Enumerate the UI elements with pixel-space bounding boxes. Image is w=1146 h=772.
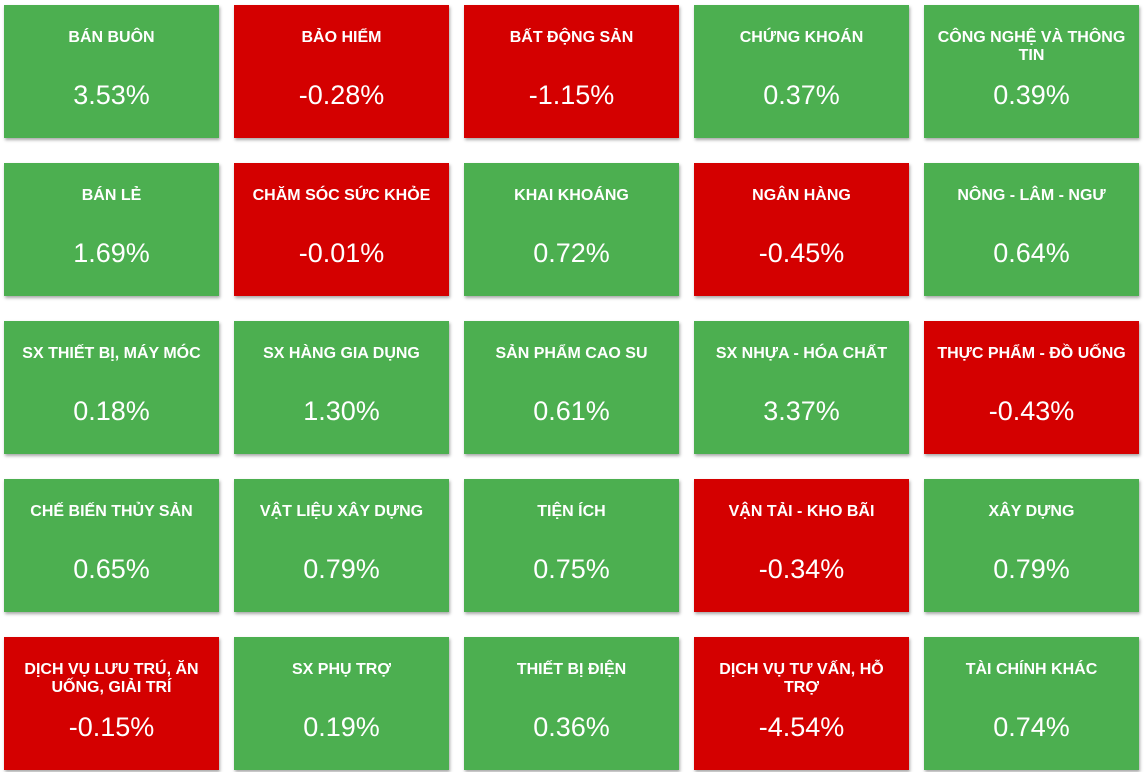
sector-change: 0.37% [763, 80, 840, 110]
sector-change: 0.19% [303, 712, 380, 742]
sector-tile[interactable]: TIỆN ÍCH 0.75% [464, 479, 679, 612]
sector-tile[interactable]: CHỨNG KHOÁN 0.37% [694, 5, 909, 138]
sector-tile[interactable]: VẬT LIỆU XÂY DỰNG 0.79% [234, 479, 449, 612]
sector-change: -0.28% [298, 80, 385, 110]
sector-change: 0.39% [993, 80, 1070, 110]
sector-name: SẢN PHẨM CAO SU [495, 345, 648, 362]
sector-name: NÔNG - LÂM - NGƯ [957, 187, 1106, 204]
sector-tile[interactable]: SX HÀNG GIA DỤNG 1.30% [234, 321, 449, 454]
sector-tile[interactable]: XÂY DỰNG 0.79% [924, 479, 1139, 612]
sector-tile[interactable]: SX PHỤ TRỢ 0.19% [234, 637, 449, 770]
sector-change: 0.18% [73, 396, 150, 426]
sector-change: 0.75% [533, 554, 610, 584]
sector-name: DỊCH VỤ TƯ VẤN, HỖ TRỢ [719, 661, 884, 696]
sector-change: -0.43% [988, 396, 1075, 426]
sector-name: XÂY DỰNG [988, 503, 1075, 520]
sector-name: BẢO HIỂM [301, 29, 382, 46]
sector-name: CHẾ BIẾN THỦY SẢN [30, 503, 193, 520]
sector-change: 3.53% [73, 80, 150, 110]
sector-change: -1.15% [528, 80, 615, 110]
sector-name: VẬN TẢI - KHO BÃI [728, 503, 875, 520]
sector-tile[interactable]: CHĂM SÓC SỨC KHỎE -0.01% [234, 163, 449, 296]
sector-change: 0.74% [993, 712, 1070, 742]
sector-change: -0.15% [68, 712, 155, 742]
sector-name: THIẾT BỊ ĐIỆN [516, 661, 627, 678]
sector-tile[interactable]: SẢN PHẨM CAO SU 0.61% [464, 321, 679, 454]
sector-name: SX PHỤ TRỢ [292, 661, 391, 678]
sector-change: -0.34% [758, 554, 845, 584]
sector-tile[interactable]: TÀI CHÍNH KHÁC 0.74% [924, 637, 1139, 770]
sector-name: CÔNG NGHỆ VÀ THÔNG TIN [937, 29, 1126, 64]
sector-change: 0.79% [993, 554, 1070, 584]
sector-tile[interactable]: VẬN TẢI - KHO BÃI -0.34% [694, 479, 909, 612]
sector-name: SX HÀNG GIA DỤNG [263, 345, 420, 362]
sector-change: 0.36% [533, 712, 610, 742]
sector-tile[interactable]: NÔNG - LÂM - NGƯ 0.64% [924, 163, 1139, 296]
sector-tile[interactable]: SX THIẾT BỊ, MÁY MÓC 0.18% [4, 321, 219, 454]
sector-change: 3.37% [763, 396, 840, 426]
sector-tile[interactable]: THIẾT BỊ ĐIỆN 0.36% [464, 637, 679, 770]
sector-name: KHAI KHOÁNG [514, 187, 629, 204]
sector-change: 0.65% [73, 554, 150, 584]
sector-tile[interactable]: BÁN LẺ 1.69% [4, 163, 219, 296]
sector-name: SX THIẾT BỊ, MÁY MÓC [22, 345, 201, 362]
sector-change: 0.79% [303, 554, 380, 584]
sector-change: 1.69% [73, 238, 150, 268]
sector-tile[interactable]: BÁN BUÔN 3.53% [4, 5, 219, 138]
sector-tile[interactable]: BẤT ĐỘNG SẢN -1.15% [464, 5, 679, 138]
sector-name: VẬT LIỆU XÂY DỰNG [259, 503, 424, 520]
sector-change: 0.72% [533, 238, 610, 268]
sector-change: -4.54% [758, 712, 845, 742]
sector-change: -0.45% [758, 238, 845, 268]
sector-tile[interactable]: THỰC PHẨM - ĐỒ UỐNG -0.43% [924, 321, 1139, 454]
sector-heatmap-grid: BÁN BUÔN 3.53% BẢO HIỂM -0.28% BẤT ĐỘNG SẢ… [4, 5, 1139, 770]
sector-name: TÀI CHÍNH KHÁC [965, 661, 1098, 678]
sector-tile[interactable]: DỊCH VỤ LƯU TRÚ, ĂN UỐNG, GIẢI TRÍ -0.15% [4, 637, 219, 770]
sector-name: SX NHỰA - HÓA CHẤT [715, 345, 888, 362]
sector-tile[interactable]: NGÂN HÀNG -0.45% [694, 163, 909, 296]
sector-change: 0.61% [533, 396, 610, 426]
sector-tile[interactable]: DỊCH VỤ TƯ VẤN, HỖ TRỢ -4.54% [694, 637, 909, 770]
sector-tile[interactable]: KHAI KHOÁNG 0.72% [464, 163, 679, 296]
sector-tile[interactable]: CÔNG NGHỆ VÀ THÔNG TIN 0.39% [924, 5, 1139, 138]
sector-name: CHĂM SÓC SỨC KHỎE [252, 187, 431, 204]
sector-name: NGÂN HÀNG [752, 187, 851, 204]
sector-name: DỊCH VỤ LƯU TRÚ, ĂN UỐNG, GIẢI TRÍ [24, 661, 199, 696]
sector-change: -0.01% [298, 238, 385, 268]
sector-name: TIỆN ÍCH [537, 503, 606, 520]
sector-name: CHỨNG KHOÁN [739, 29, 864, 46]
sector-name: THỰC PHẨM - ĐỒ UỐNG [937, 345, 1126, 362]
sector-tile[interactable]: BẢO HIỂM -0.28% [234, 5, 449, 138]
sector-name: BÁN LẺ [81, 187, 142, 204]
sector-change: 1.30% [303, 396, 380, 426]
sector-change: 0.64% [993, 238, 1070, 268]
sector-name: BÁN BUÔN [68, 29, 155, 46]
sector-tile[interactable]: CHẾ BIẾN THỦY SẢN 0.65% [4, 479, 219, 612]
sector-name: BẤT ĐỘNG SẢN [509, 29, 634, 46]
sector-tile[interactable]: SX NHỰA - HÓA CHẤT 3.37% [694, 321, 909, 454]
